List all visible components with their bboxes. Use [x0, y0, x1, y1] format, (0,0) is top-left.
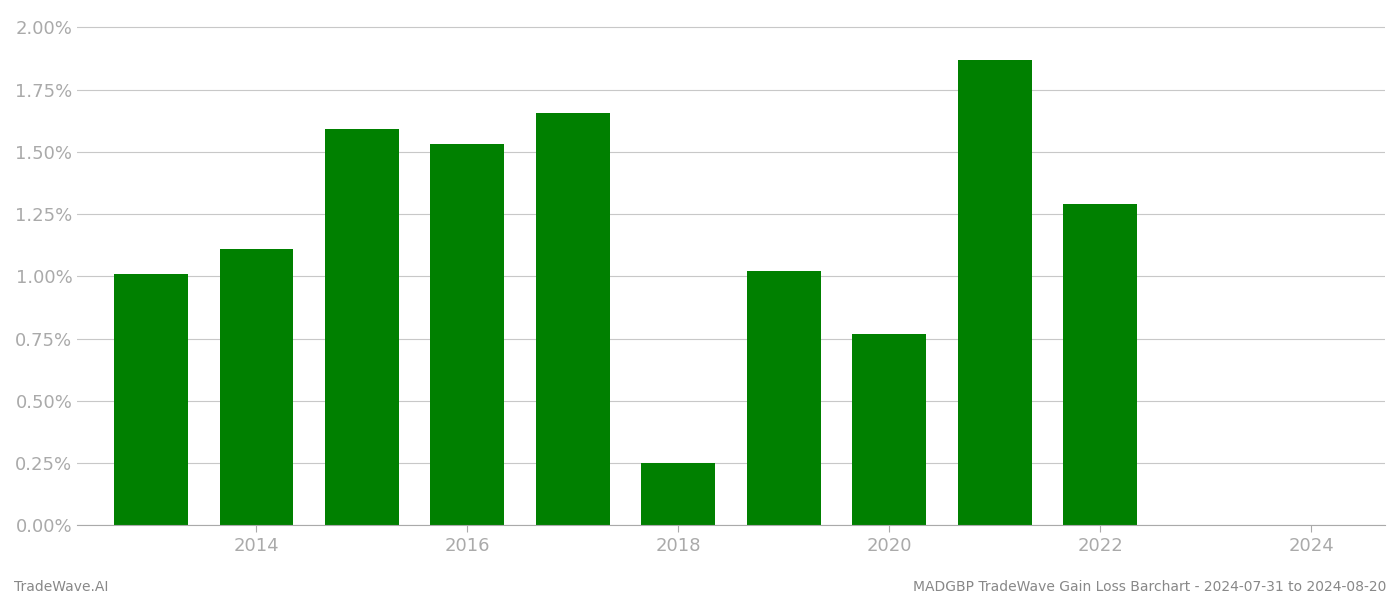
Bar — [325, 130, 399, 525]
Bar — [853, 334, 927, 525]
Bar — [1064, 204, 1137, 525]
Bar — [641, 463, 715, 525]
Bar — [220, 249, 294, 525]
Bar — [113, 274, 188, 525]
Bar — [536, 113, 610, 525]
Text: TradeWave.AI: TradeWave.AI — [14, 580, 108, 594]
Bar — [746, 271, 820, 525]
Bar — [958, 60, 1032, 525]
Bar — [430, 145, 504, 525]
Text: MADGBP TradeWave Gain Loss Barchart - 2024-07-31 to 2024-08-20: MADGBP TradeWave Gain Loss Barchart - 20… — [913, 580, 1386, 594]
